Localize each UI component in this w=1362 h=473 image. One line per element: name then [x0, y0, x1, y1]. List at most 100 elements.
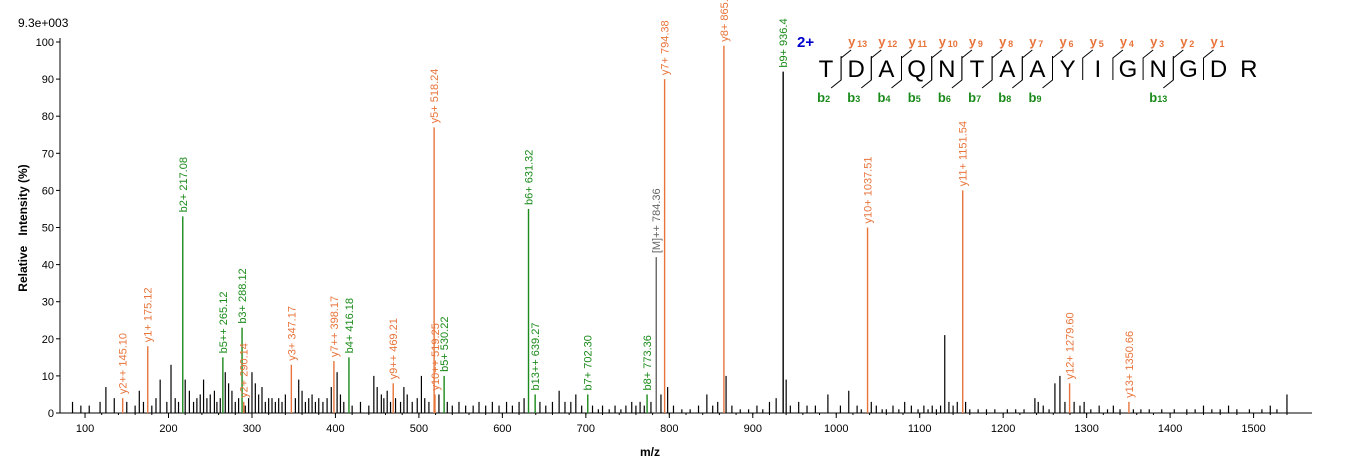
peak-label: b7+ 702.30	[583, 335, 595, 390]
peak-label: y9++ 469.21	[388, 318, 400, 379]
peak-label: y13+ 1350.66	[1124, 331, 1136, 398]
peak-label: y12+ 1279.60	[1065, 312, 1077, 379]
sequence-annotation: 2+ T D A Q N T A A Y I G N G D Ry 13 y 12 y 11 y 10 y 9 y 8 y 7 y 6 y 5…	[797, 34, 1257, 105]
peak-label: b2+ 217.08	[178, 157, 190, 212]
y-ion-label: y	[969, 34, 977, 49]
y-ion-label: y	[878, 34, 886, 49]
peak-label: y10+ 1037.51	[863, 157, 875, 224]
peak-label: y7+ 794.38	[660, 20, 672, 75]
peak-label: y2+ 290.14	[239, 343, 251, 398]
y-ion-label: y	[939, 34, 947, 49]
y-tick-label: 70	[42, 148, 54, 160]
peak-label: b3+ 288.12	[237, 268, 249, 323]
y-ion-number: 4	[1129, 39, 1134, 49]
sequence-residue: R	[1240, 56, 1257, 83]
y-tick-label: 20	[42, 334, 54, 346]
peak-labels: y2++ 145.10 y1+ 175.12 b2+ 217.08 b5++ 265.…	[118, 0, 1136, 398]
b-fragment-mark	[921, 56, 933, 89]
peak-label: y8+ 865.4	[719, 0, 731, 42]
y-ion-label: y	[1150, 34, 1158, 49]
y-ion-label: y	[1060, 34, 1068, 49]
sequence-residue: I	[1094, 56, 1101, 83]
peak-label: b9+ 936.4	[778, 18, 790, 67]
y-ion-number: 3	[1159, 39, 1164, 49]
b-ion-number: 9	[1037, 94, 1042, 104]
x-axis-label: m/z	[640, 445, 660, 459]
y-ion-number: 11	[918, 39, 928, 49]
y-tick-label: 0	[48, 408, 54, 420]
b-ion-label: b	[998, 90, 1006, 105]
b-ion-label: b	[908, 90, 916, 105]
y-ion-label: y	[848, 34, 856, 49]
y-ion-number: 5	[1099, 39, 1104, 49]
charge-state: 2+	[797, 34, 814, 51]
sequence-residue: Q	[907, 56, 926, 83]
peak-label: y11+ 1151.54	[958, 121, 970, 186]
b-ion-label: b	[1149, 90, 1157, 105]
peaks	[71, 45, 1288, 413]
y-ion-label: y	[1029, 34, 1037, 49]
sequence-residue: A	[878, 56, 894, 83]
b-ion-number: 8	[1006, 94, 1011, 104]
y-ion-number: 9	[978, 39, 983, 49]
b-fragment-mark	[1042, 56, 1053, 89]
peak-label: b8+ 773.36	[642, 335, 654, 390]
y-ion-number: 7	[1038, 39, 1043, 49]
y-fragment-mark	[1203, 49, 1214, 80]
y-ion-label: y	[1120, 34, 1128, 49]
peak-label: b5+ 530.22	[439, 317, 451, 372]
y-ion-label: y	[1090, 34, 1098, 49]
x-tick-label: 900	[744, 423, 762, 435]
b-ion-number: 3	[855, 94, 860, 104]
y-ion-label: y	[999, 34, 1007, 49]
peak-label: y10++ 519.25	[430, 323, 442, 390]
b-fragment-mark	[1011, 56, 1023, 89]
y-fragment-mark	[1112, 49, 1124, 80]
b-fragment-mark	[1162, 56, 1174, 89]
y-tick-label: 100	[36, 37, 54, 49]
peak-label: y3+ 347.17	[286, 306, 298, 361]
y-tick-label: 50	[42, 223, 54, 235]
b-fragment-mark	[830, 56, 842, 89]
y-tick-label: 40	[42, 260, 54, 272]
x-tick-label: 1400	[1158, 423, 1182, 435]
x-tick-label: 600	[493, 423, 511, 435]
sequence-residue: D	[848, 56, 865, 83]
y-fragment-mark	[1082, 49, 1094, 80]
sequence-residue: G	[1119, 56, 1138, 83]
b-ion-label: b	[878, 90, 886, 105]
y-ion-label: y	[1211, 34, 1219, 49]
x-tick-label: 400	[326, 423, 344, 435]
sequence-residue: A	[999, 56, 1015, 83]
sequence-residue: A	[1029, 56, 1045, 83]
sequence-residue: N	[938, 56, 955, 83]
b-ion-label: b	[1029, 90, 1037, 105]
b-ion-number: 13	[1157, 94, 1167, 104]
x-tick-label: 100	[76, 423, 94, 435]
b-ion-number: 6	[946, 94, 951, 104]
y-ion-number: 12	[887, 39, 897, 49]
x-tick-label: 1100	[908, 423, 932, 435]
intensity-scale: 9.3e+003	[18, 16, 69, 30]
sequence-residue: T	[970, 56, 985, 83]
y-ion-label: y	[909, 34, 917, 49]
y-tick-label: 90	[42, 74, 54, 86]
x-tick-label: 500	[410, 423, 428, 435]
b-ion-label: b	[847, 90, 855, 105]
y-tick-label: 60	[42, 185, 54, 197]
sequence-residue: G	[1179, 56, 1198, 83]
y-tick-label: 10	[42, 371, 54, 383]
y-tick-label: 80	[42, 111, 54, 123]
b-fragment-mark	[860, 56, 872, 89]
sequence-residue: D	[1210, 56, 1227, 83]
x-tick-label: 1500	[1241, 423, 1265, 435]
b-ion-number: 2	[825, 94, 830, 104]
peak-label: b4+ 416.18	[344, 298, 356, 353]
y-ion-label: y	[1180, 34, 1188, 49]
sequence-residue: N	[1150, 56, 1167, 83]
b-ion-label: b	[968, 90, 976, 105]
b-ion-number: 7	[976, 94, 981, 104]
x-tick-label: 200	[159, 423, 177, 435]
b-fragment-mark	[981, 56, 993, 89]
